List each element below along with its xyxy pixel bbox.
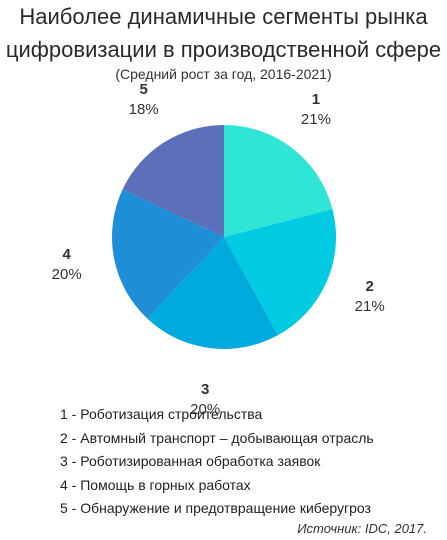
pie-slice-5 <box>122 125 224 237</box>
legend-item-4: 4 - Помощь в горных работах <box>60 476 251 493</box>
slice-percent-2: 21% <box>354 297 385 315</box>
pie-slice-2 <box>224 209 336 336</box>
slice-number-4: 4 <box>62 246 71 264</box>
slice-number-3: 3 <box>201 380 210 398</box>
slice-number-5: 5 <box>139 81 148 99</box>
pie-slice-1 <box>224 125 333 237</box>
source-note: Источник: IDC, 2017. <box>297 521 427 536</box>
slice-number-1: 1 <box>311 91 321 109</box>
slice-label-1: 1 21% <box>286 90 346 130</box>
pie-slice-3 <box>147 237 278 350</box>
slice-percent-3: 20% <box>190 400 221 418</box>
legend-item-3: 3 - Роботизированная обработка заявок <box>60 453 321 469</box>
pie-slice-4 <box>112 189 224 319</box>
legend-item-1: 1 - Роботизация строительства <box>60 406 263 422</box>
chart-title-line1: Наиболее динамичные сегменты рынка <box>19 4 428 29</box>
chart-title-line2: цифровизации в производственной сфере <box>5 37 442 62</box>
legend-item-2: 2 - Автомный транспорт – добывающая отра… <box>60 429 374 446</box>
slice-label-2: 2 21% <box>340 277 400 317</box>
legend-item-5: 5 - Обнаружение и предотвращение киберуг… <box>60 500 371 516</box>
chart-subtitle: (Средний рост за год, 2016-2021) <box>115 66 332 82</box>
legend: 1 - Роботизация строительства 2 - Автомн… <box>60 403 374 521</box>
slice-label-4: 4 20% <box>37 245 97 285</box>
slice-percent-4: 20% <box>51 266 82 284</box>
slice-label-3: 3 20% <box>175 380 235 420</box>
slice-number-2: 2 <box>365 277 374 295</box>
slice-label-5: 5 18% <box>114 80 174 120</box>
slice-percent-5: 18% <box>128 101 159 119</box>
slice-percent-1: 21% <box>300 111 331 129</box>
pie-chart <box>112 125 336 350</box>
